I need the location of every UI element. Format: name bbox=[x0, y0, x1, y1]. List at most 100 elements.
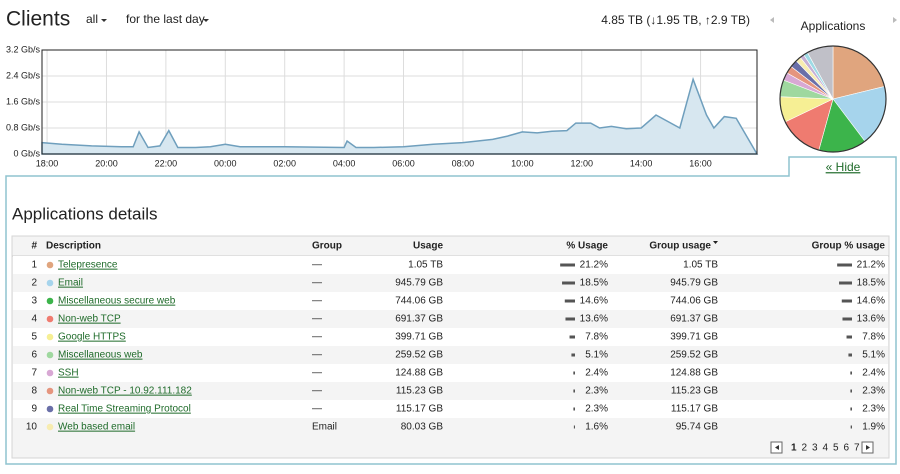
app-link[interactable]: Non-web TCP bbox=[58, 314, 121, 325]
column-header: Group % usage bbox=[812, 241, 886, 252]
usage-bar bbox=[850, 371, 852, 375]
usage: 124.88 GB bbox=[395, 368, 443, 379]
table-row bbox=[13, 400, 888, 418]
table-row bbox=[13, 274, 888, 292]
plot-frame bbox=[41, 49, 758, 155]
group-usage: 124.88 GB bbox=[670, 368, 718, 379]
usage-bar bbox=[573, 371, 575, 375]
usage-bar bbox=[846, 335, 852, 339]
column-header: Group bbox=[312, 241, 342, 252]
column-header: Usage bbox=[413, 241, 443, 252]
column-header: Description bbox=[46, 241, 101, 252]
usage-bar bbox=[562, 281, 575, 285]
group-filter[interactable]: all bbox=[86, 12, 98, 26]
group-usage: 115.17 GB bbox=[671, 404, 718, 415]
page-title: Clients bbox=[6, 8, 70, 31]
column-header: % Usage bbox=[566, 241, 608, 252]
next-arrow[interactable] bbox=[893, 17, 897, 23]
hide-link[interactable]: « Hide bbox=[826, 160, 861, 174]
arrow bbox=[775, 445, 779, 450]
group-usage: 95.74 GB bbox=[676, 422, 719, 433]
prev-arrow[interactable] bbox=[770, 17, 774, 23]
usage-bar bbox=[565, 317, 575, 321]
traffic-area bbox=[41, 76, 759, 155]
usage-bar bbox=[571, 353, 575, 357]
app-link[interactable]: Miscellaneous web bbox=[58, 350, 143, 361]
usage-bar bbox=[839, 281, 852, 285]
row-index: 5 bbox=[31, 332, 37, 343]
group-usage: 399.71 GB bbox=[670, 332, 718, 343]
row-index: 3 bbox=[31, 296, 37, 307]
x-tick-label: 10:00 bbox=[511, 158, 534, 168]
group: — bbox=[312, 278, 322, 289]
page-link[interactable]: 3 bbox=[812, 443, 818, 454]
usage-bar bbox=[848, 353, 852, 357]
x-tick-label: 04:00 bbox=[333, 158, 356, 168]
app-link[interactable]: Email bbox=[58, 278, 83, 289]
table-row bbox=[13, 364, 888, 382]
app-dot bbox=[46, 315, 54, 323]
group-pct-usage: 2.3% bbox=[862, 386, 885, 397]
usage: 945.79 GB bbox=[395, 278, 443, 289]
pct-usage: 2.4% bbox=[585, 368, 608, 379]
group-pct-usage: 2.4% bbox=[862, 368, 885, 379]
y-tick-label: 0 Gb/s bbox=[13, 148, 40, 158]
usage: 691.37 GB bbox=[395, 314, 443, 325]
pie-outline bbox=[779, 45, 887, 153]
page-link[interactable]: 7 bbox=[854, 443, 860, 454]
page-link[interactable]: 2 bbox=[802, 443, 808, 454]
group-pct-usage: 21.2% bbox=[857, 260, 885, 271]
app-link[interactable]: Real Time Streaming Protocol bbox=[58, 404, 191, 415]
pct-usage: 7.8% bbox=[585, 332, 608, 343]
app-dot bbox=[46, 261, 54, 269]
group-pct-usage: 13.6% bbox=[857, 314, 885, 325]
usage-bar bbox=[850, 425, 852, 429]
pct-usage: 1.6% bbox=[585, 422, 608, 433]
y-tick-label: 2.4 Gb/s bbox=[6, 70, 41, 80]
group: — bbox=[312, 350, 322, 361]
row-index: 9 bbox=[31, 404, 37, 415]
period-filter[interactable]: for the last day bbox=[126, 12, 205, 26]
row-index: 8 bbox=[31, 386, 37, 397]
app-link[interactable]: SSH bbox=[58, 368, 79, 379]
usage-bar bbox=[573, 389, 575, 393]
row-index: 10 bbox=[26, 422, 38, 433]
app-link[interactable]: Web based email bbox=[58, 422, 135, 433]
usage: 259.52 GB bbox=[395, 350, 443, 361]
app-link[interactable]: Non-web TCP - 10.92.111.182 bbox=[58, 386, 192, 397]
group-pct-usage: 1.9% bbox=[862, 422, 885, 433]
table-row bbox=[13, 256, 888, 274]
x-tick-label: 00:00 bbox=[214, 158, 237, 168]
usage: 399.71 GB bbox=[395, 332, 443, 343]
row-index: 4 bbox=[31, 314, 37, 325]
row-index: 2 bbox=[31, 278, 37, 289]
usage: 80.03 GB bbox=[401, 422, 444, 433]
usage-bar bbox=[842, 317, 852, 321]
table-row bbox=[13, 310, 888, 328]
group: — bbox=[312, 296, 322, 307]
caret bbox=[101, 19, 107, 22]
page-link[interactable]: 1 bbox=[791, 443, 797, 454]
page-link[interactable]: 5 bbox=[833, 443, 839, 454]
app-dot bbox=[46, 297, 54, 305]
app-link[interactable]: Miscellaneous secure web bbox=[58, 296, 176, 307]
y-tick-label: 0.8 Gb/s bbox=[6, 122, 41, 132]
pct-usage: 13.6% bbox=[580, 314, 608, 325]
group: — bbox=[312, 404, 322, 415]
app-link[interactable]: Telepresence bbox=[58, 260, 118, 271]
page-link[interactable]: 6 bbox=[844, 443, 850, 454]
group: — bbox=[312, 260, 322, 271]
app-link[interactable]: Google HTTPS bbox=[58, 332, 126, 343]
usage: 744.06 GB bbox=[395, 296, 443, 307]
page-link[interactable]: 4 bbox=[823, 443, 829, 454]
group-pct-usage: 5.1% bbox=[862, 350, 885, 361]
group-pct-usage: 14.6% bbox=[857, 296, 885, 307]
pct-usage: 2.3% bbox=[585, 386, 608, 397]
usage: 1.05 TB bbox=[408, 260, 443, 271]
group-pct-usage: 7.8% bbox=[862, 332, 885, 343]
total-traffic: 4.85 TB (↓1.95 TB, ↑2.9 TB) bbox=[601, 13, 750, 27]
row-index: 1 bbox=[31, 260, 37, 271]
usage-bar bbox=[573, 407, 575, 411]
group: — bbox=[312, 314, 322, 325]
